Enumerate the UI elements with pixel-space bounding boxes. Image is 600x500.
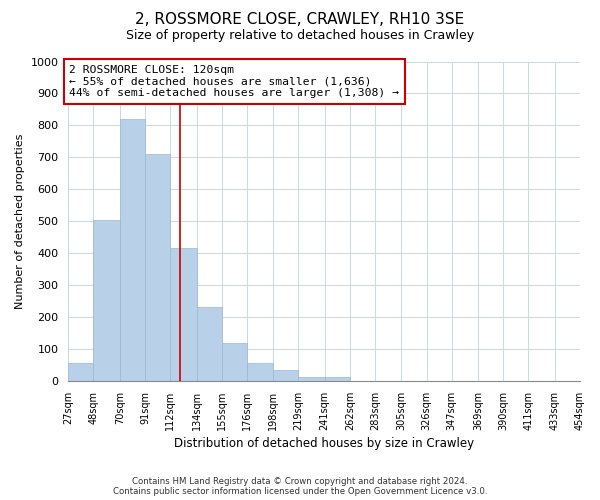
- Bar: [94, 220, 120, 381]
- Bar: [325, 377, 350, 381]
- Bar: [145, 154, 170, 381]
- Y-axis label: Number of detached properties: Number of detached properties: [15, 134, 25, 309]
- Bar: [197, 307, 221, 381]
- Bar: [221, 344, 247, 381]
- X-axis label: Distribution of detached houses by size in Crawley: Distribution of detached houses by size …: [174, 437, 474, 450]
- Text: 2 ROSSMORE CLOSE: 120sqm
← 55% of detached houses are smaller (1,636)
44% of sem: 2 ROSSMORE CLOSE: 120sqm ← 55% of detach…: [70, 64, 400, 98]
- Bar: [170, 248, 197, 381]
- Bar: [298, 377, 325, 381]
- Text: Size of property relative to detached houses in Crawley: Size of property relative to detached ho…: [126, 29, 474, 42]
- Bar: [247, 362, 273, 381]
- Text: 2, ROSSMORE CLOSE, CRAWLEY, RH10 3SE: 2, ROSSMORE CLOSE, CRAWLEY, RH10 3SE: [136, 12, 464, 28]
- Bar: [120, 119, 145, 381]
- Text: Contains HM Land Registry data © Crown copyright and database right 2024.
Contai: Contains HM Land Registry data © Crown c…: [113, 476, 487, 496]
- Bar: [273, 370, 298, 381]
- Bar: [68, 362, 94, 381]
